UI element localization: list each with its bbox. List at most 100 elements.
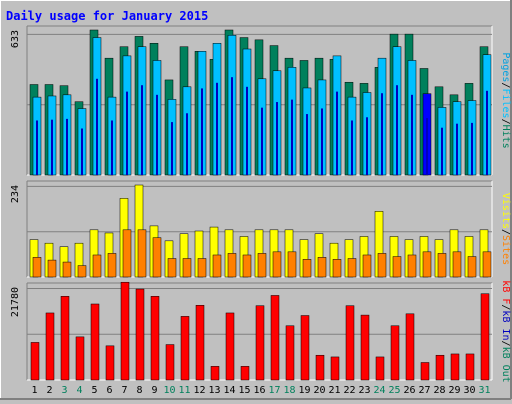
pages-bar-day-12: [201, 88, 203, 175]
panel-0-legend-item: Pages: [500, 52, 511, 82]
kbytes-bar-day-19: [300, 315, 310, 381]
kbytes-bar-day-27: [420, 362, 430, 381]
kbytes-bar-day-1: [30, 342, 40, 381]
pages-bar-day-25: [396, 85, 398, 175]
day-label-7: 7: [121, 385, 127, 396]
kbytes-bar-day-28: [435, 354, 445, 381]
pages-bar-day-18: [291, 99, 293, 175]
sites-bar-day-6: [107, 253, 117, 278]
panel-2-legend-item: /: [500, 341, 511, 347]
day-label-26: 26: [403, 385, 415, 396]
kbytes-bar-day-3: [60, 296, 70, 381]
panel-2-axis-max-label: 21780: [10, 287, 21, 317]
sites-bar-day-31: [482, 251, 492, 278]
panel-0-legend-item: /: [500, 119, 511, 125]
pages-bar-day-5: [96, 78, 98, 175]
day-label-15: 15: [238, 385, 250, 396]
sites-bar-day-25: [392, 256, 402, 278]
kbytes-bar-day-24: [375, 356, 385, 381]
sites-bar-day-7: [122, 229, 132, 278]
pages-bar-day-2: [51, 119, 53, 175]
pages-bar-day-9: [156, 94, 158, 175]
day-label-22: 22: [343, 385, 355, 396]
sites-bar-day-28: [437, 253, 447, 278]
sites-bar-day-11: [182, 258, 192, 278]
panel-1-legend-item: Sites: [500, 235, 511, 265]
kbytes-bar-day-12: [195, 305, 205, 381]
kbytes-bar-day-30: [465, 353, 475, 381]
panel-0-legend: Pages/Files/Hits: [500, 52, 511, 148]
pages-bar-day-10: [171, 122, 173, 175]
panel-1-legend: Visits/Sites: [500, 193, 511, 265]
sites-bar-day-9: [152, 237, 162, 278]
pages-bar-day-3: [66, 118, 68, 175]
kbytes-bar-day-31: [480, 293, 490, 381]
sites-bar-day-20: [317, 257, 327, 278]
sites-bar-day-15: [242, 254, 252, 278]
day-label-30: 30: [463, 385, 475, 396]
kbytes-bar-day-18: [285, 325, 295, 381]
kbytes-bar-day-2: [45, 312, 55, 381]
sites-bar-day-27: [422, 251, 432, 278]
sites-bar-day-23: [362, 254, 372, 278]
sites-bar-day-10: [167, 258, 177, 278]
day-label-12: 12: [193, 385, 205, 396]
kbytes-bar-day-9: [150, 296, 160, 381]
pages-bar-day-23: [366, 117, 368, 175]
kbytes-bar-day-4: [75, 336, 85, 381]
pages-bar-day-13: [216, 82, 218, 175]
panel-2-legend-item: kB Out: [500, 347, 511, 383]
kbytes-bar-day-25: [390, 325, 400, 381]
pages-bar-day-8: [141, 85, 143, 175]
day-label-5: 5: [91, 385, 97, 396]
pages-bar-day-4: [81, 128, 83, 175]
pages-bar-day-19: [306, 114, 308, 175]
kbytes-bar-day-7: [120, 281, 130, 381]
pages-bar-day-24: [381, 93, 383, 175]
kbytes-bar-day-26: [405, 313, 415, 381]
kbytes-bar-day-14: [225, 312, 235, 381]
day-label-3: 3: [61, 385, 67, 396]
sites-bar-day-26: [407, 254, 417, 278]
kbytes-bar-day-23: [360, 314, 370, 381]
pages-bar-day-28: [441, 127, 443, 175]
panel-0-legend-item: /: [500, 82, 511, 88]
day-label-14: 14: [223, 385, 235, 396]
pages-bar-day-21: [336, 91, 338, 175]
sites-bar-day-30: [467, 256, 477, 278]
day-label-19: 19: [298, 385, 310, 396]
sites-bar-day-1: [32, 257, 42, 278]
day-label-8: 8: [136, 385, 142, 396]
day-label-29: 29: [448, 385, 460, 396]
kbytes-bar-day-13: [210, 366, 220, 381]
day-label-6: 6: [106, 385, 112, 396]
pages-bar-day-7: [126, 91, 128, 175]
pages-bar-day-29: [456, 123, 458, 175]
sites-bar-day-12: [197, 258, 207, 278]
day-label-23: 23: [358, 385, 370, 396]
pages-bar-day-20: [321, 108, 323, 175]
kbytes-bar-day-15: [240, 366, 250, 381]
day-label-2: 2: [46, 385, 52, 396]
pages-bar-day-6: [111, 120, 113, 175]
kbytes-bar-day-29: [450, 353, 460, 381]
sites-bar-day-18: [287, 251, 297, 278]
panel-0-legend-item: Files: [500, 88, 511, 118]
day-label-11: 11: [178, 385, 190, 396]
pages-bar-day-14: [231, 77, 233, 175]
sites-bar-day-2: [47, 259, 57, 278]
pages-bar-day-26: [411, 94, 413, 175]
sites-bar-day-5: [92, 254, 102, 278]
sites-bar-day-4: [77, 265, 87, 278]
sites-bar-day-19: [302, 259, 312, 278]
day-label-4: 4: [76, 385, 82, 396]
panel-2-legend: kB F/kB In/kB Out: [500, 280, 511, 382]
day-label-24: 24: [373, 385, 385, 396]
kbytes-bar-day-11: [180, 316, 190, 381]
sites-bar-day-24: [377, 253, 387, 278]
day-label-21: 21: [328, 385, 340, 396]
panel-2-legend-item: /: [500, 304, 511, 310]
pages-bar-day-22: [351, 120, 353, 175]
sites-bar-day-21: [332, 259, 342, 278]
